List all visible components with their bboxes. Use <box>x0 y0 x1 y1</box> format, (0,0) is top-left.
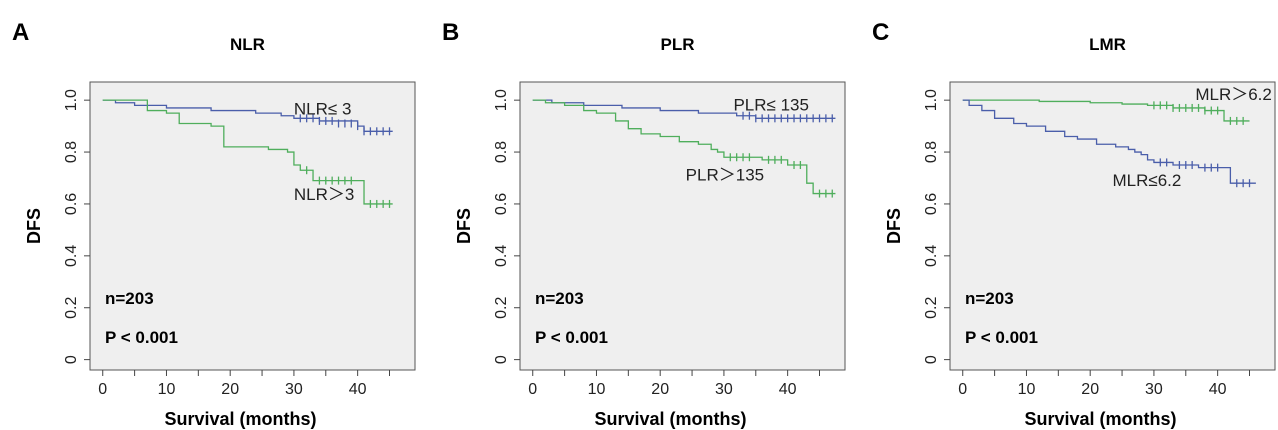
sample-size-annotation: n=203 <box>105 289 154 308</box>
series-label: PLR＞135 <box>686 166 764 185</box>
plot-area <box>949 81 1276 371</box>
chart-title: LMR <box>1089 35 1126 54</box>
p-value-annotation: P < 0.001 <box>105 328 178 347</box>
series-label: NLR≤ 3 <box>294 99 352 118</box>
km-curve-plr-135 <box>532 99 836 195</box>
km-chart-svg: B PLR 0 0.2 0.4 0.6 0.8 1.0 0 10 20 30 40 Survival (m… <box>442 19 846 429</box>
y-axis-label: DFS <box>24 208 44 244</box>
y-tick-label: 0 <box>63 355 80 364</box>
x-tick-label: 20 <box>221 381 239 398</box>
y-axis-label: DFS <box>454 208 474 244</box>
y-tick-label: 0.6 <box>923 193 940 215</box>
sample-size-annotation: n=203 <box>535 289 584 308</box>
y-tick-label: 1.0 <box>923 89 940 111</box>
y-tick-label: 0.4 <box>923 245 940 267</box>
x-tick-label: 0 <box>98 381 107 398</box>
plot-area <box>89 81 416 371</box>
chart-panel-b: B PLR 0 0.2 0.4 0.6 0.8 1.0 0 10 20 30 40 Survival (m… <box>430 0 856 430</box>
y-tick-label: 0.6 <box>493 193 510 215</box>
km-chart-svg: A NLR 0 0.2 0.4 0.6 0.8 1.0 0 10 20 30 40 Survival (m… <box>12 19 416 429</box>
x-axis-label: Survival (months) <box>164 409 316 429</box>
y-axis-label: DFS <box>884 208 904 244</box>
p-value-annotation: P < 0.001 <box>965 328 1038 347</box>
km-curve-nlr-3 <box>102 99 393 205</box>
panel-label: B <box>442 19 459 46</box>
series-label: NLR＞3 <box>294 185 354 204</box>
y-tick-label: 0 <box>493 355 510 364</box>
km-curve-plr-135 <box>532 99 836 119</box>
y-tick-label: 0 <box>923 355 940 364</box>
x-tick-label: 40 <box>349 381 367 398</box>
x-tick-label: 0 <box>958 381 967 398</box>
km-curve-mlr-6-2 <box>962 99 1256 184</box>
y-tick-label: 0.8 <box>63 141 80 163</box>
x-axis-label: Survival (months) <box>594 409 746 429</box>
y-tick-label: 0.6 <box>63 193 80 215</box>
p-value-annotation: P < 0.001 <box>535 328 608 347</box>
x-tick-label: 30 <box>715 381 733 398</box>
sample-size-annotation: n=203 <box>965 289 1014 308</box>
x-axis-label: Survival (months) <box>1024 409 1176 429</box>
x-tick-label: 30 <box>1145 381 1163 398</box>
y-tick-label: 0.2 <box>63 297 80 319</box>
chart-panel-c: C LMR 0 0.2 0.4 0.6 0.8 1.0 0 10 20 30 40 Survival (m… <box>860 0 1278 430</box>
x-tick-label: 10 <box>1018 381 1036 398</box>
x-tick-label: 0 <box>528 381 537 398</box>
plot-area <box>519 81 846 371</box>
x-tick-label: 20 <box>651 381 669 398</box>
y-tick-label: 1.0 <box>63 89 80 111</box>
chart-panel-a: A NLR 0 0.2 0.4 0.6 0.8 1.0 0 10 20 30 40 Survival (m… <box>0 0 426 430</box>
y-tick-label: 0.4 <box>63 245 80 267</box>
chart-title: PLR <box>661 35 695 54</box>
y-tick-label: 1.0 <box>493 89 510 111</box>
y-tick-label: 0.4 <box>493 245 510 267</box>
km-chart-svg: C LMR 0 0.2 0.4 0.6 0.8 1.0 0 10 20 30 40 Survival (m… <box>872 19 1276 429</box>
y-tick-label: 0.8 <box>493 141 510 163</box>
y-tick-label: 0.2 <box>923 297 940 319</box>
km-curve-mlr-6-2 <box>962 99 1250 122</box>
x-tick-label: 40 <box>779 381 797 398</box>
x-tick-label: 30 <box>285 381 303 398</box>
series-label: MLR≤6.2 <box>1113 171 1182 190</box>
y-tick-label: 0.8 <box>923 141 940 163</box>
series-label: PLR≤ 135 <box>733 96 809 115</box>
panel-label: A <box>12 19 29 46</box>
x-tick-label: 40 <box>1209 381 1227 398</box>
x-tick-label: 20 <box>1081 381 1099 398</box>
x-tick-label: 10 <box>158 381 176 398</box>
series-label: MLR＞6.2 <box>1195 85 1272 104</box>
y-tick-label: 0.2 <box>493 297 510 319</box>
panel-label: C <box>872 19 889 46</box>
chart-title: NLR <box>230 35 265 54</box>
x-tick-label: 10 <box>588 381 606 398</box>
